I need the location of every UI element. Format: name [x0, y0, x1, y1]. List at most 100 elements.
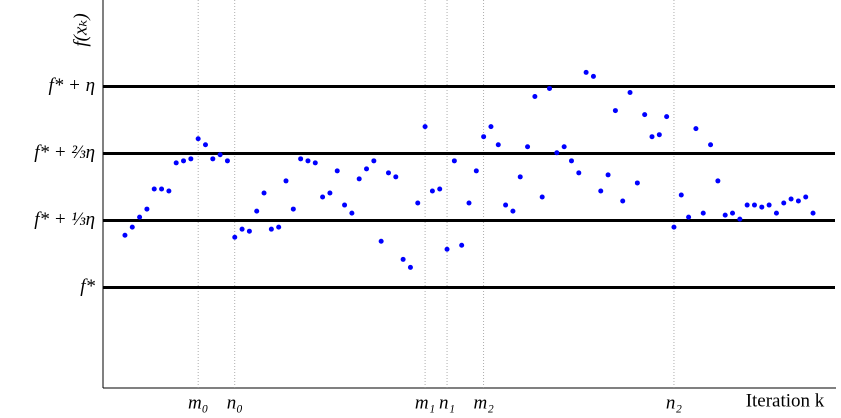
point — [181, 158, 187, 164]
point — [400, 256, 406, 262]
point — [371, 158, 377, 164]
point — [364, 166, 370, 172]
point — [327, 190, 333, 196]
x-tick-label: m₂ — [473, 392, 494, 413]
point — [415, 200, 421, 206]
point — [547, 85, 553, 91]
point — [810, 210, 816, 216]
point — [459, 242, 465, 248]
point — [488, 124, 494, 130]
point — [224, 158, 230, 164]
point — [525, 144, 531, 150]
point — [159, 186, 165, 192]
point — [466, 200, 472, 206]
point — [620, 198, 626, 204]
point — [751, 202, 757, 208]
point — [261, 190, 267, 196]
point — [393, 174, 399, 180]
point — [576, 170, 582, 176]
point — [202, 142, 208, 148]
point — [693, 126, 699, 132]
point — [385, 170, 391, 176]
point — [239, 226, 245, 232]
point — [429, 188, 435, 194]
point — [342, 202, 348, 208]
point — [686, 214, 692, 220]
point — [166, 188, 172, 194]
point — [378, 238, 384, 244]
point — [232, 234, 238, 240]
point — [246, 228, 252, 234]
point — [151, 186, 157, 192]
point — [612, 108, 618, 114]
point — [349, 210, 355, 216]
point — [320, 194, 326, 200]
x-tick-label: m₁ — [415, 392, 435, 413]
point — [788, 196, 794, 202]
point — [678, 192, 684, 198]
point — [539, 194, 545, 200]
point — [510, 208, 516, 214]
point — [795, 198, 801, 204]
point — [334, 168, 340, 174]
point — [254, 208, 260, 214]
point — [766, 202, 772, 208]
point — [744, 202, 750, 208]
point — [188, 156, 194, 162]
point — [759, 204, 765, 210]
point — [312, 160, 318, 166]
point — [305, 158, 311, 164]
point — [122, 232, 128, 238]
x-axis-label: Iteration k — [746, 390, 825, 411]
point — [598, 188, 604, 194]
x-tick-label: n₀ — [227, 392, 243, 413]
y-tick-label: f* + ⅔η — [34, 142, 95, 163]
point — [583, 69, 589, 75]
point — [137, 214, 143, 220]
y-tick-label: f* + ⅓η — [34, 209, 95, 230]
point — [737, 216, 743, 222]
point — [656, 132, 662, 138]
point — [773, 210, 779, 216]
point — [144, 206, 150, 212]
point — [437, 186, 443, 192]
point — [276, 224, 282, 230]
point — [708, 142, 714, 148]
point — [129, 224, 135, 230]
point — [590, 73, 596, 79]
point — [195, 136, 201, 142]
y-axis-label: f(xₖ) — [70, 13, 91, 46]
point — [642, 112, 648, 118]
y-tick-label: f* — [80, 276, 95, 297]
point — [444, 246, 450, 252]
point — [664, 114, 670, 120]
y-tick-label: f* + η — [48, 75, 95, 96]
point — [715, 178, 721, 184]
point — [473, 168, 479, 174]
point — [503, 202, 509, 208]
point — [495, 142, 501, 148]
point — [217, 152, 223, 158]
point — [298, 156, 304, 162]
x-tick-label: n₂ — [666, 392, 683, 413]
point — [422, 124, 428, 130]
point — [781, 200, 787, 206]
point — [568, 158, 574, 164]
point — [722, 212, 728, 218]
point — [605, 172, 611, 178]
point — [561, 144, 567, 150]
point — [481, 134, 487, 140]
point — [451, 158, 457, 164]
point — [649, 134, 655, 140]
point — [532, 93, 538, 99]
point — [700, 210, 706, 216]
x-tick-label: m₀ — [188, 392, 208, 413]
x-tick-label: n₁ — [439, 392, 455, 413]
point — [290, 206, 296, 212]
point — [210, 156, 216, 162]
point — [634, 180, 640, 186]
point — [356, 176, 362, 182]
point — [730, 210, 736, 216]
point — [268, 226, 274, 232]
